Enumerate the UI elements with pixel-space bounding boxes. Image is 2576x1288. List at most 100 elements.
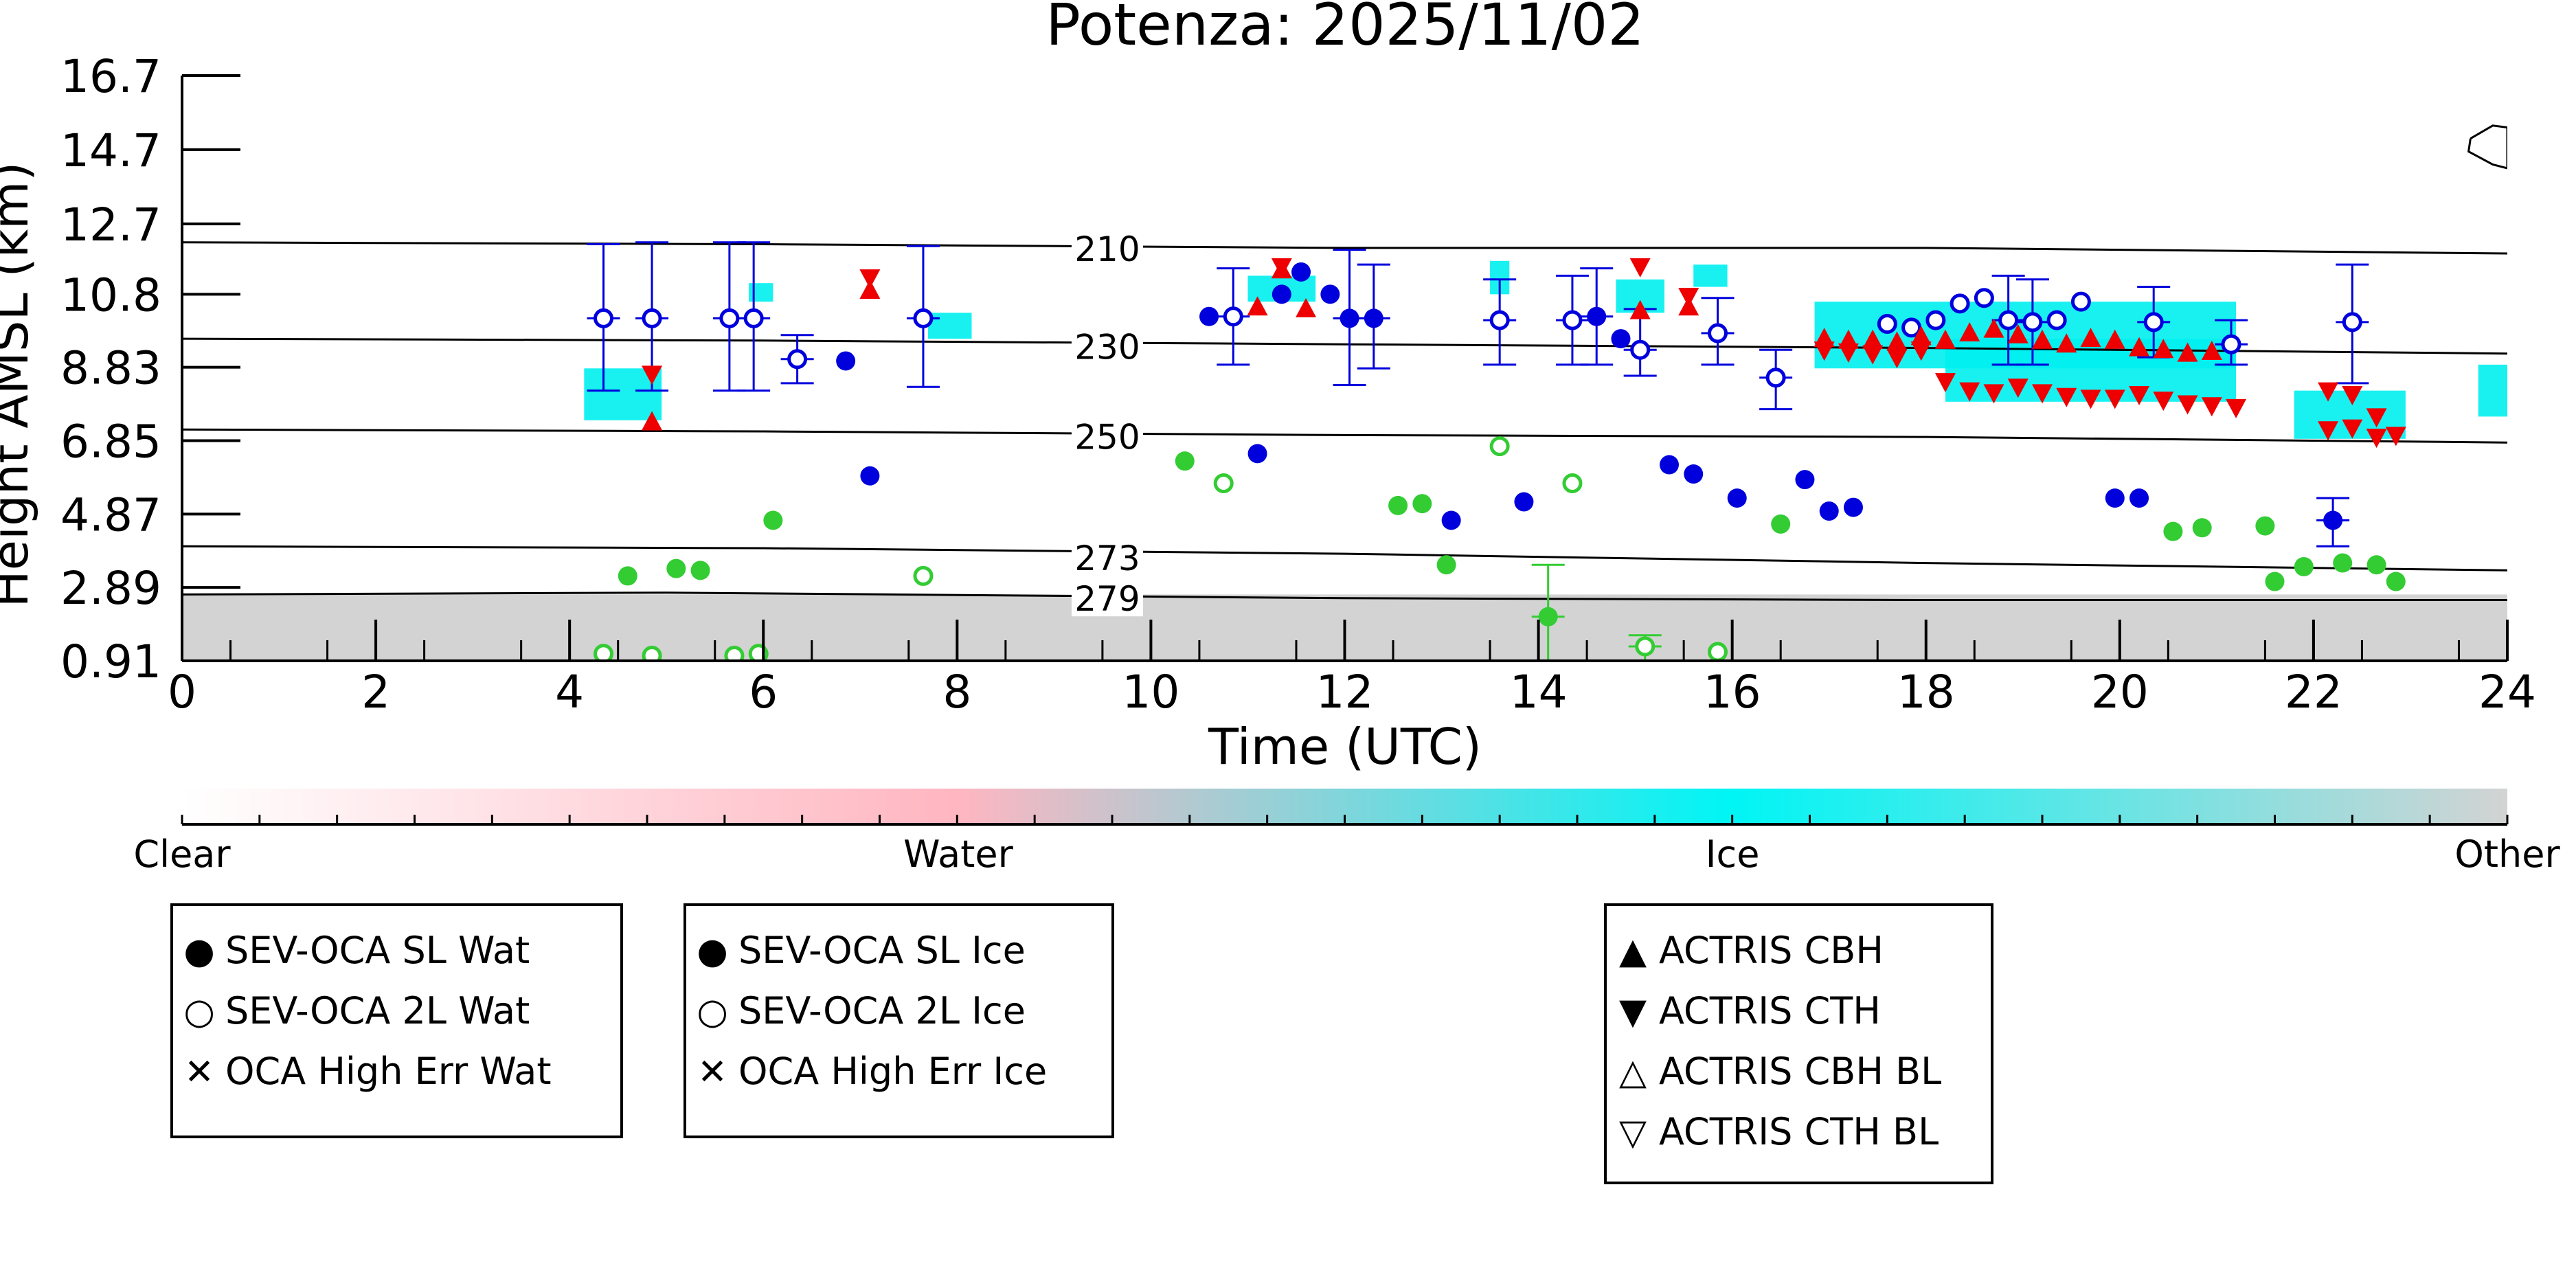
marker-sev-oca-sl-wat <box>2255 516 2275 536</box>
isotherm-label: 250 <box>1074 417 1140 457</box>
legend-marker: △ <box>1619 1052 1647 1093</box>
marker-actris-cth <box>2153 392 2174 411</box>
legend-marker: ○ <box>183 991 214 1032</box>
marker-actris-cth <box>2318 421 2339 441</box>
isotherm-label-bg <box>1071 328 1143 365</box>
marker-actris-cbh <box>1296 297 1317 317</box>
marker-actris-cth <box>642 365 663 385</box>
marker-sev-oca-2l-ice <box>2022 312 2043 332</box>
colorbar-label: Water <box>903 833 1013 876</box>
marker-actris-cbh <box>2007 324 2029 343</box>
marker-sev-oca-2l-ice <box>1998 310 2019 330</box>
marker-actris-cth <box>2177 395 2198 415</box>
marker-sev-oca-2l-ice <box>2221 334 2241 354</box>
x-tick-label: 24 <box>2478 666 2536 719</box>
legend-label: SEV-OCA SL Ice <box>738 929 1026 972</box>
marker-sev-oca-sl-wat <box>2294 556 2314 576</box>
legend-label: ACTRIS CBH BL <box>1659 1050 1941 1093</box>
isotherm-label-bg <box>1071 539 1143 576</box>
isotherm-line <box>182 241 2507 255</box>
isotherm-label: 230 <box>1074 327 1140 367</box>
marker-sev-oca-sl-ice <box>1272 284 1291 304</box>
isotherm-label-bg <box>1071 230 1143 267</box>
marker-sev-oca-2l-ice <box>2070 291 2091 312</box>
x-tick-label: 2 <box>361 666 390 719</box>
y-tick-label: 8.83 <box>60 342 161 395</box>
marker-sev-oca-2l-ice <box>1562 310 1583 330</box>
marker-sev-oca-sl-wat <box>2333 553 2353 573</box>
isotherm-label: 273 <box>1074 539 1140 578</box>
isotherm-label-bg <box>1071 418 1143 455</box>
marker-sev-oca-sl-ice <box>2129 488 2149 508</box>
y-tick-label: 0.91 <box>60 635 161 688</box>
legend-label: ACTRIS CTH <box>1659 989 1881 1032</box>
isotherm-line <box>182 591 2507 601</box>
marker-sev-oca-2l-ice <box>594 308 614 328</box>
legend-marker: ○ <box>697 991 727 1032</box>
x-tick-label: 0 <box>168 666 196 719</box>
marker-sev-oca-2l-wat <box>1489 436 1510 457</box>
marker-sev-oca-sl-ice <box>1684 464 1704 484</box>
marker-sev-oca-sl-ice <box>1247 444 1267 464</box>
marker-actris-cth <box>2385 427 2406 447</box>
marker-sev-oca-sl-wat <box>1175 451 1195 471</box>
marker-sev-oca-sl-wat <box>1538 607 1558 626</box>
marker-sev-oca-2l-ice <box>1974 288 1994 308</box>
marker-actris-cbh <box>2056 333 2077 353</box>
marker-sev-oca-sl-wat <box>2366 555 2386 575</box>
x-tick-label: 14 <box>1510 666 1568 719</box>
legend-label: OCA High Err Wat <box>225 1050 552 1093</box>
marker-actris-cth <box>859 269 881 289</box>
y-tick-label: 2.89 <box>60 562 161 615</box>
marker-sev-oca-sl-ice <box>1587 306 1607 326</box>
marker-sev-oca-2l-wat <box>1562 473 1583 494</box>
marker-actris-cth <box>1910 341 1932 361</box>
marker-actris-cbh <box>2104 329 2125 349</box>
colorbar-label: Other <box>2454 833 2560 876</box>
isotherm-line <box>182 545 2507 572</box>
marker-actris-cbh <box>1247 296 1268 316</box>
marker-sev-oca-sl-ice <box>1819 501 1839 521</box>
x-tick-label: 8 <box>942 666 971 719</box>
marker-sev-oca-sl-wat <box>1771 514 1791 534</box>
marker-sev-oca-sl-ice <box>1340 308 1359 328</box>
marker-actris-cbh <box>1934 329 1956 349</box>
marker-sev-oca-sl-ice <box>1364 308 1383 328</box>
marker-sev-oca-2l-ice <box>2342 312 2362 332</box>
marker-sev-oca-sl-ice <box>1514 492 1534 512</box>
upper-contour-line <box>2467 124 2507 170</box>
marker-sev-oca-sl-ice <box>1727 488 1747 508</box>
marker-actris-cth <box>1886 349 1908 369</box>
marker-actris-cth <box>2366 408 2387 428</box>
marker-sev-oca-2l-wat <box>913 565 934 586</box>
legend-marker: ▲ <box>1619 931 1647 972</box>
isotherm-label: 279 <box>1074 579 1140 619</box>
legend-label: ACTRIS CBH <box>1659 929 1884 972</box>
marker-sev-oca-2l-ice <box>1630 339 1651 360</box>
marker-actris-cbh <box>2201 340 2222 360</box>
marker-actris-cbh <box>1629 300 1651 319</box>
marker-actris-cbh <box>1983 318 2004 338</box>
marker-actris-cth <box>2129 386 2150 406</box>
legend-marker: ✕ <box>184 1052 214 1093</box>
marker-sev-oca-2l-ice <box>913 308 934 328</box>
marker-sev-oca-2l-ice <box>642 308 662 328</box>
x-axis-label: Time (UTC) <box>1208 718 1482 776</box>
legend-box <box>683 903 1114 1138</box>
marker-actris-cth <box>2080 389 2101 409</box>
marker-sev-oca-sl-wat <box>2163 521 2183 541</box>
x-tick-label: 4 <box>555 666 584 719</box>
marker-sev-oca-2l-ice <box>743 308 764 328</box>
legend: ● SEV-OCA SL Wat ○ SEV-OCA 2L Wat ✕ OCA High … <box>170 903 1993 1184</box>
marker-actris-cbh <box>1959 322 1980 342</box>
marker-sev-oca-sl-ice <box>860 466 880 486</box>
legend-label: SEV-OCA 2L Ice <box>738 989 1026 1032</box>
marker-actris-cth <box>1271 258 1292 278</box>
marker-actris-cth <box>2342 386 2363 406</box>
chart-title: Potenza: 2025/11/02 <box>1046 0 1645 58</box>
marker-actris-cbh <box>2153 339 2174 359</box>
marker-sev-oca-2l-ice <box>787 349 808 370</box>
